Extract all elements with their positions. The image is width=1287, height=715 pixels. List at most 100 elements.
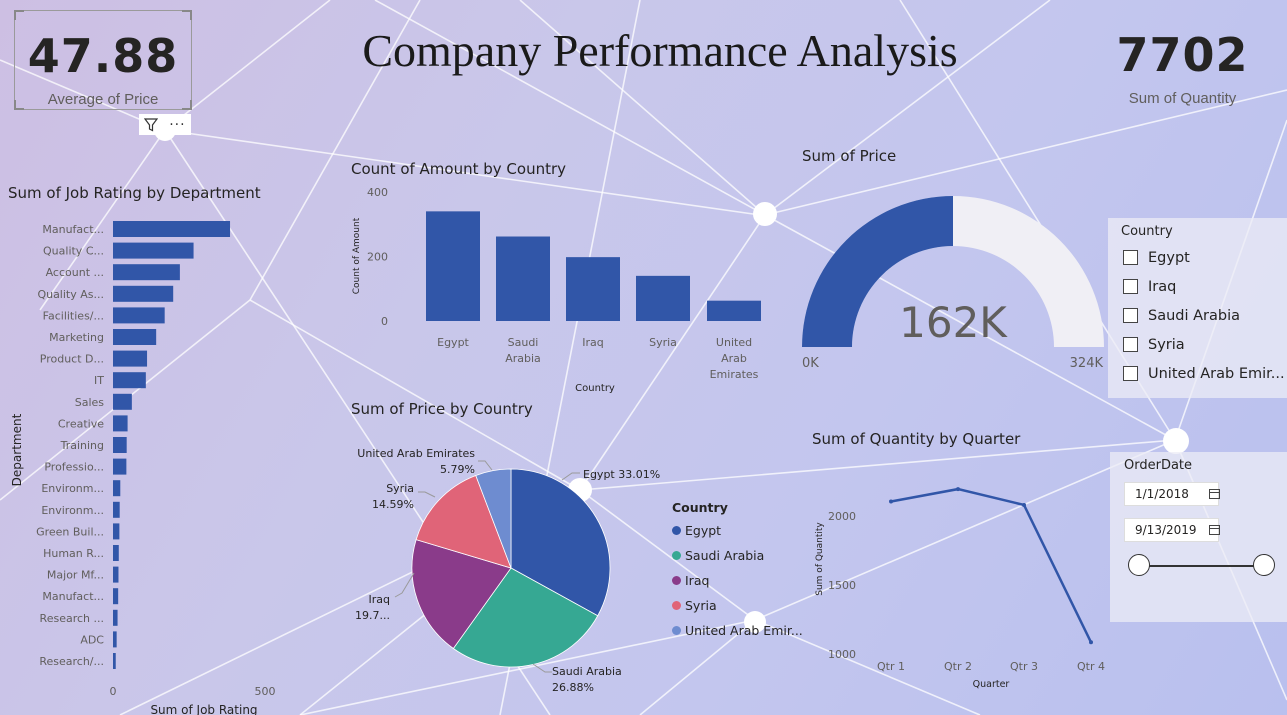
- department-label: Manufact...: [42, 223, 104, 236]
- job-rating-x-axis-title: Sum of Job Rating: [150, 703, 257, 715]
- gauge-min-label: 0K: [802, 356, 819, 371]
- calendar-icon[interactable]: [1209, 525, 1220, 535]
- start-date-input[interactable]: 1/1/2018: [1124, 482, 1220, 506]
- more-options-icon[interactable]: ···: [169, 116, 186, 133]
- job-rating-bar[interactable]: [113, 372, 146, 389]
- job-rating-bar[interactable]: [113, 588, 119, 605]
- job-rating-bar[interactable]: [113, 437, 127, 453]
- average-price-value: 47.88: [27, 29, 179, 83]
- job-rating-bar[interactable]: [113, 501, 120, 518]
- pie-leader-line: [394, 572, 415, 598]
- price-country-chart-title: Sum of Price by Country: [351, 400, 533, 418]
- pie-legend-item[interactable]: United Arab Emir...: [672, 618, 807, 643]
- amount-bar[interactable]: [496, 236, 550, 321]
- department-label: Research ...: [40, 612, 104, 625]
- job-rating-bar[interactable]: [113, 264, 180, 281]
- amount-bar[interactable]: [707, 300, 761, 321]
- job-rating-bar[interactable]: [113, 307, 165, 324]
- checkbox[interactable]: [1123, 250, 1138, 265]
- sum-of-price-gauge[interactable]: 162K 0K 324K: [795, 185, 1115, 380]
- pie-slice[interactable]: [510, 468, 611, 617]
- department-label: Environm...: [41, 482, 104, 495]
- amount-x-axis-title: Country: [575, 383, 615, 394]
- country-slicer-item[interactable]: Egypt: [1123, 243, 1283, 272]
- job-rating-bar[interactable]: [113, 653, 116, 669]
- job-rating-bar[interactable]: [113, 458, 127, 475]
- country-slicer-label: Syria: [1148, 336, 1185, 353]
- department-label: Account ...: [46, 266, 104, 279]
- country-tick-label: Syria: [649, 336, 677, 349]
- date-range-start-handle[interactable]: [1128, 554, 1150, 576]
- quantity-y-tick: 1500: [828, 579, 856, 592]
- amount-by-country-column-chart[interactable]: Egypt Saudi Arabia Iraq Syria United Arab Emira…: [340, 180, 780, 400]
- pie-data-label: 14.59%: [372, 498, 414, 511]
- gauge-max-label: 324K: [1070, 356, 1104, 371]
- quantity-point[interactable]: [889, 499, 893, 504]
- pie-legend-item[interactable]: Iraq: [672, 568, 807, 593]
- department-label: IT: [94, 374, 104, 387]
- quantity-line[interactable]: [890, 487, 1093, 643]
- job-rating-bar[interactable]: [113, 350, 148, 367]
- country-tick-label: Emirates: [710, 368, 759, 381]
- amount-bar[interactable]: [566, 257, 620, 321]
- amount-y-tick: 0: [381, 315, 388, 328]
- date-range-end-handle[interactable]: [1253, 554, 1275, 576]
- filter-icon[interactable]: [144, 117, 159, 132]
- job-rating-bar[interactable]: [113, 480, 121, 497]
- job-rating-bar-chart[interactable]: Manufact... Quality C... Account ... Qualit…: [0, 210, 300, 715]
- job-rating-bar[interactable]: [113, 415, 128, 432]
- department-label: Sales: [75, 396, 105, 409]
- job-rating-bar[interactable]: [113, 566, 119, 583]
- department-label: Major Mf...: [47, 569, 104, 582]
- job-rating-bar[interactable]: [113, 329, 157, 345]
- quantity-by-quarter-line-chart[interactable]: 1000 1500 2000 Qtr 1 Qtr 2 Qtr 3 Qtr 4 Quarter S…: [805, 455, 1110, 700]
- amount-bar[interactable]: [426, 211, 480, 321]
- pie-legend-item[interactable]: Egypt: [672, 518, 807, 543]
- job-rating-bar[interactable]: [113, 242, 194, 259]
- checkbox[interactable]: [1123, 279, 1138, 294]
- quantity-point[interactable]: [956, 487, 960, 492]
- price-by-country-pie-chart[interactable]: Egypt 33.01% Saudi Arabia 26.88% Iraq 19.7..…: [340, 425, 670, 715]
- job-rating-bar[interactable]: [113, 285, 174, 302]
- sum-quantity-card[interactable]: 7702 Sum of Quantity: [1100, 10, 1265, 110]
- quantity-x-axis-title: Quarter: [973, 679, 1010, 690]
- end-date-value: 9/13/2019: [1135, 523, 1197, 537]
- country-slicer-item[interactable]: Syria: [1123, 330, 1283, 359]
- legend-color-dot: [672, 551, 681, 560]
- end-date-input[interactable]: 9/13/2019: [1124, 518, 1220, 542]
- checkbox[interactable]: [1123, 308, 1138, 323]
- pie-slice[interactable]: [475, 468, 512, 569]
- quantity-point[interactable]: [1022, 502, 1026, 507]
- legend-label: United Arab Emir...: [685, 623, 803, 638]
- quantity-point[interactable]: [1089, 640, 1093, 645]
- calendar-icon[interactable]: [1209, 489, 1220, 499]
- quantity-y-axis-title: Sum of Quantity: [815, 522, 825, 596]
- pie-legend-title: Country: [672, 500, 728, 515]
- pie-slice[interactable]: [415, 474, 512, 569]
- job-rating-bar[interactable]: [113, 631, 117, 648]
- job-rating-y-axis-title: Department: [10, 413, 24, 486]
- job-rating-bar[interactable]: [113, 545, 119, 561]
- pie-legend-item[interactable]: Saudi Arabia: [672, 543, 807, 568]
- country-slicer-item[interactable]: Iraq: [1123, 272, 1283, 301]
- pie-legend-item[interactable]: Syria: [672, 593, 807, 618]
- start-date-value: 1/1/2018: [1135, 487, 1189, 501]
- amount-bar[interactable]: [636, 275, 690, 321]
- country-slicer-item[interactable]: Saudi Arabia: [1123, 301, 1283, 330]
- date-range-track[interactable]: [1140, 565, 1266, 567]
- department-label: Training: [60, 439, 104, 452]
- sum-quantity-label: Sum of Quantity: [1128, 90, 1237, 107]
- job-rating-bar[interactable]: [113, 609, 118, 626]
- country-tick-label: Arab: [721, 352, 747, 365]
- country-slicer-item[interactable]: United Arab Emir...: [1123, 359, 1285, 388]
- checkbox[interactable]: [1123, 366, 1138, 381]
- average-price-card[interactable]: 47.88 Average of Price: [14, 10, 192, 110]
- amount-y-tick: 400: [367, 186, 388, 199]
- department-label: Facilities/...: [43, 309, 104, 322]
- job-rating-bar[interactable]: [113, 523, 120, 540]
- pie-data-label: Syria: [386, 482, 414, 495]
- job-rating-bar[interactable]: [113, 221, 231, 237]
- checkbox[interactable]: [1123, 337, 1138, 352]
- job-rating-bar[interactable]: [113, 393, 132, 410]
- pie-slice[interactable]: [411, 539, 512, 650]
